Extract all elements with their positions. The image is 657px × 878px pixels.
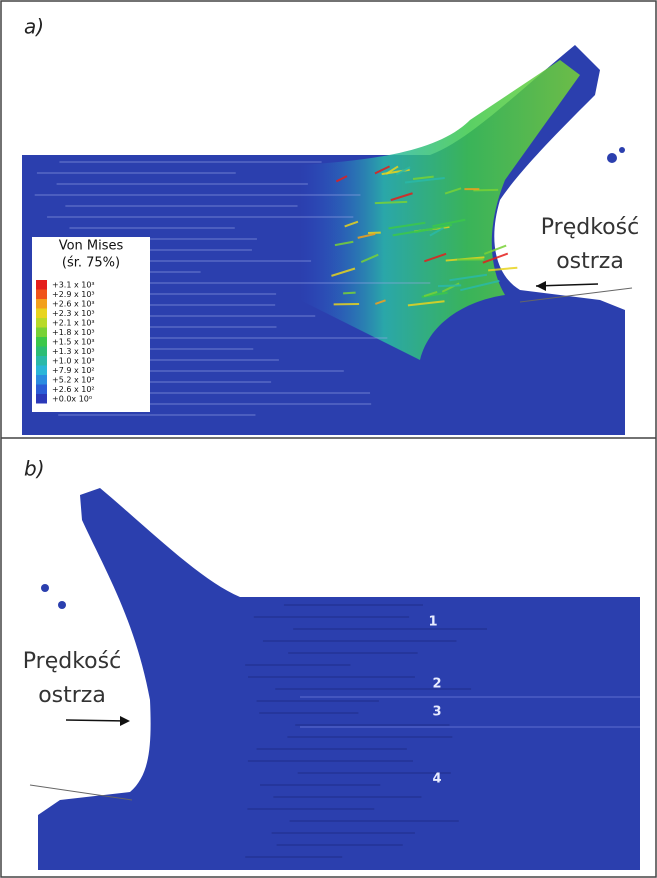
legend-swatch (36, 375, 47, 385)
annotation: ostrza (38, 683, 106, 708)
legend-swatch (36, 299, 47, 309)
zone-label: 4 (432, 772, 441, 787)
legend-swatch (36, 280, 47, 290)
panel-label: a) (24, 15, 44, 39)
legend-label: +1.5 x 10³ (52, 338, 95, 347)
zone-label: 3 (432, 705, 441, 720)
legend-swatch (36, 394, 47, 404)
legend-label: +3.1 x 10³ (52, 281, 95, 290)
legend-label: +2.6 x 10² (52, 385, 95, 394)
legend-swatch (36, 366, 47, 376)
legend-label: +0.0x 10⁰ (52, 395, 92, 404)
legend-swatch (36, 356, 47, 366)
panel-label: b) (24, 457, 45, 481)
annotation: Prędkość (23, 649, 121, 674)
annotation: Prędkość (541, 215, 639, 240)
legend-label: +1.8 x 10³ (52, 328, 95, 337)
arrow-head (120, 716, 130, 726)
legend-swatch (36, 385, 47, 395)
legend-swatch (36, 309, 47, 319)
streak (375, 202, 407, 203)
figure: a) Von Mises (śr. 75%) +3.1 x 10³+2.9 x … (0, 0, 657, 878)
panel-a: a) Von Mises (śr. 75%) +3.1 x 10³+2.9 x … (22, 15, 639, 436)
legend-title: (śr. 75%) (62, 256, 120, 271)
zone-label: 1 (428, 615, 437, 630)
zone-label: 2 (432, 677, 441, 692)
legend-label: +2.6 x 10³ (52, 300, 95, 309)
legend-swatch (36, 290, 47, 300)
particle (58, 601, 66, 609)
arrow (66, 720, 128, 721)
legend-swatch (36, 347, 47, 357)
legend-swatch (36, 337, 47, 347)
workpiece-b (38, 488, 640, 870)
legend-swatch (36, 318, 47, 328)
legend-swatch (36, 328, 47, 338)
panel-b: b) Prędkość ostrza 1 2 3 4 (23, 457, 640, 871)
streak (438, 285, 461, 286)
streak (343, 293, 355, 294)
arrow-head (536, 281, 546, 291)
legend-label: +5.2 x 10² (52, 376, 95, 385)
particle (619, 147, 625, 153)
legend-label: +1.0 x 10³ (52, 357, 95, 366)
particle (607, 153, 617, 163)
legend-label: +1.3 x 10³ (52, 347, 95, 356)
legend-title: Von Mises (59, 239, 124, 254)
legend-label: +7.9 x 10² (52, 366, 95, 375)
legend-label: +2.3 x 10³ (52, 309, 95, 318)
legend-label: +2.9 x 10³ (52, 290, 95, 299)
legend-label: +2.1 x 10³ (52, 319, 95, 328)
annotation: ostrza (556, 249, 624, 274)
particle (41, 584, 49, 592)
